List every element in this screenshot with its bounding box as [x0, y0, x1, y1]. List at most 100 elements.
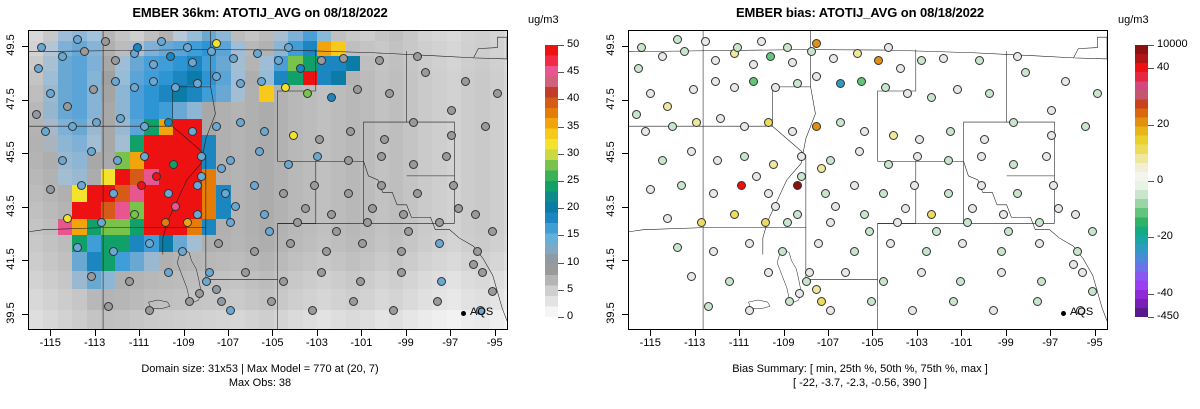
station-marker[interactable]: [713, 155, 723, 165]
station-marker[interactable]: [168, 159, 178, 169]
station-marker[interactable]: [811, 72, 821, 82]
station-marker[interactable]: [144, 305, 154, 315]
station-marker[interactable]: [362, 218, 372, 228]
station-marker[interactable]: [691, 118, 701, 128]
station-marker[interactable]: [1013, 189, 1023, 198]
station-marker[interactable]: [264, 226, 274, 236]
station-marker[interactable]: [797, 151, 807, 161]
station-marker[interactable]: [197, 172, 207, 182]
station-marker[interactable]: [110, 55, 120, 65]
station-marker[interactable]: [751, 172, 761, 182]
station-marker[interactable]: [662, 101, 672, 111]
station-marker[interactable]: [446, 130, 456, 140]
station-marker[interactable]: [826, 155, 836, 165]
station-marker[interactable]: [1070, 209, 1080, 219]
station-marker[interactable]: [792, 180, 802, 190]
station-marker[interactable]: [163, 118, 173, 128]
station-marker[interactable]: [770, 201, 780, 211]
station-marker[interactable]: [679, 47, 689, 57]
map-plot-model[interactable]: [28, 30, 508, 330]
station-marker[interactable]: [214, 239, 224, 248]
station-marker[interactable]: [689, 84, 699, 94]
station-marker[interactable]: [857, 76, 867, 86]
station-marker[interactable]: [946, 126, 956, 136]
station-marker[interactable]: [998, 209, 1008, 219]
station-marker[interactable]: [821, 189, 831, 198]
station-marker[interactable]: [77, 180, 87, 190]
station-marker[interactable]: [794, 289, 804, 298]
station-marker[interactable]: [408, 118, 418, 128]
station-marker[interactable]: [384, 89, 394, 98]
station-marker[interactable]: [631, 109, 641, 119]
station-marker[interactable]: [149, 76, 159, 86]
station-marker[interactable]: [701, 36, 711, 46]
station-marker[interactable]: [931, 226, 941, 236]
station-marker[interactable]: [761, 218, 771, 228]
station-marker[interactable]: [878, 189, 888, 198]
station-marker[interactable]: [326, 93, 336, 103]
station-marker[interactable]: [926, 93, 936, 103]
station-marker[interactable]: [830, 201, 840, 211]
station-marker[interactable]: [442, 151, 452, 161]
station-marker[interactable]: [686, 147, 696, 157]
station-marker[interactable]: [763, 189, 773, 198]
station-marker[interactable]: [110, 76, 120, 86]
station-marker[interactable]: [1034, 239, 1044, 248]
station-marker[interactable]: [955, 276, 965, 286]
station-marker[interactable]: [36, 43, 46, 53]
station-marker[interactable]: [883, 43, 893, 53]
station-marker[interactable]: [1075, 305, 1085, 315]
station-marker[interactable]: [346, 126, 356, 136]
station-marker[interactable]: [756, 36, 766, 46]
station-marker[interactable]: [1034, 218, 1044, 228]
station-marker[interactable]: [403, 226, 413, 236]
station-marker[interactable]: [103, 301, 113, 311]
station-marker[interactable]: [72, 34, 82, 44]
station-marker[interactable]: [389, 305, 399, 315]
station-marker[interactable]: [226, 155, 236, 165]
station-marker[interactable]: [202, 276, 212, 286]
station-marker[interactable]: [206, 47, 216, 57]
station-marker[interactable]: [211, 72, 221, 82]
station-marker[interactable]: [170, 201, 180, 211]
station-marker[interactable]: [1068, 259, 1078, 269]
station-marker[interactable]: [343, 155, 353, 165]
station-marker[interactable]: [806, 47, 816, 57]
station-marker[interactable]: [787, 126, 797, 136]
station-marker[interactable]: [984, 89, 994, 98]
station-marker[interactable]: [367, 203, 377, 213]
station-marker[interactable]: [89, 84, 99, 94]
station-marker[interactable]: [1032, 297, 1042, 307]
station-marker[interactable]: [974, 55, 984, 65]
station-marker[interactable]: [446, 105, 456, 115]
station-marker[interactable]: [866, 297, 876, 307]
station-marker[interactable]: [259, 126, 269, 136]
station-marker[interactable]: [989, 305, 999, 315]
station-marker[interactable]: [811, 39, 821, 48]
station-marker[interactable]: [101, 36, 111, 46]
station-marker[interactable]: [763, 268, 773, 278]
station-marker[interactable]: [166, 51, 176, 61]
station-marker[interactable]: [192, 180, 202, 190]
station-marker[interactable]: [139, 122, 149, 132]
station-marker[interactable]: [46, 89, 56, 98]
station-marker[interactable]: [266, 297, 276, 307]
station-marker[interactable]: [672, 243, 682, 253]
station-marker[interactable]: [34, 64, 44, 73]
station-marker[interactable]: [778, 247, 788, 257]
station-marker[interactable]: [322, 247, 332, 257]
station-marker[interactable]: [449, 180, 459, 190]
station-marker[interactable]: [859, 126, 869, 136]
station-marker[interactable]: [178, 247, 188, 257]
station-marker[interactable]: [187, 126, 197, 136]
station-marker[interactable]: [250, 180, 260, 190]
station-marker[interactable]: [811, 284, 821, 294]
station-marker[interactable]: [185, 297, 195, 307]
station-marker[interactable]: [878, 276, 888, 286]
station-marker[interactable]: [331, 226, 341, 236]
station-marker[interactable]: [1037, 276, 1047, 286]
station-marker[interactable]: [420, 68, 430, 78]
station-marker[interactable]: [696, 218, 706, 228]
station-marker[interactable]: [667, 122, 677, 132]
station-marker[interactable]: [137, 180, 147, 190]
